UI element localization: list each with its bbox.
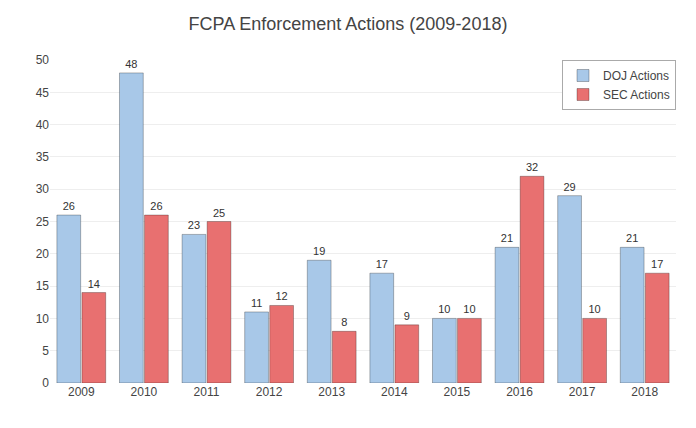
- svg-text:45: 45: [36, 86, 50, 100]
- svg-text:17: 17: [651, 258, 663, 270]
- svg-text:2018: 2018: [631, 385, 658, 399]
- svg-text:14: 14: [88, 278, 100, 290]
- svg-text:10: 10: [588, 303, 600, 315]
- svg-text:21: 21: [501, 232, 513, 244]
- svg-text:9: 9: [404, 310, 410, 322]
- svg-text:26: 26: [150, 200, 162, 212]
- svg-text:32: 32: [526, 161, 538, 173]
- svg-text:0: 0: [42, 376, 49, 390]
- svg-text:2017: 2017: [569, 385, 596, 399]
- svg-text:20: 20: [36, 247, 50, 261]
- svg-text:2013: 2013: [318, 385, 345, 399]
- svg-text:40: 40: [36, 118, 50, 132]
- svg-text:SEC Actions: SEC Actions: [603, 88, 670, 102]
- svg-text:5: 5: [42, 344, 49, 358]
- svg-text:17: 17: [376, 258, 388, 270]
- svg-text:15: 15: [36, 279, 50, 293]
- svg-text:21: 21: [626, 232, 638, 244]
- svg-text:2012: 2012: [256, 385, 283, 399]
- svg-text:48: 48: [125, 58, 137, 70]
- svg-text:23: 23: [188, 219, 200, 231]
- svg-text:30: 30: [36, 182, 50, 196]
- svg-text:35: 35: [36, 150, 50, 164]
- svg-text:19: 19: [313, 245, 325, 257]
- svg-text:50: 50: [36, 53, 50, 67]
- svg-text:FCPA Enforcement Actions (2009: FCPA Enforcement Actions (2009-2018): [189, 14, 508, 34]
- svg-text:10: 10: [438, 303, 450, 315]
- svg-text:2014: 2014: [381, 385, 408, 399]
- svg-text:11: 11: [251, 297, 262, 309]
- svg-text:DOJ Actions: DOJ Actions: [603, 69, 669, 83]
- svg-text:2011: 2011: [194, 385, 220, 399]
- svg-text:10: 10: [463, 303, 475, 315]
- svg-text:2009: 2009: [68, 385, 95, 399]
- svg-text:29: 29: [563, 181, 575, 193]
- svg-text:8: 8: [341, 316, 347, 328]
- svg-text:2015: 2015: [444, 385, 471, 399]
- svg-text:10: 10: [36, 312, 50, 326]
- svg-text:2010: 2010: [131, 385, 158, 399]
- svg-text:2016: 2016: [506, 385, 533, 399]
- svg-text:12: 12: [275, 290, 287, 302]
- svg-text:25: 25: [36, 215, 50, 229]
- svg-text:26: 26: [63, 200, 75, 212]
- svg-text:25: 25: [213, 207, 225, 219]
